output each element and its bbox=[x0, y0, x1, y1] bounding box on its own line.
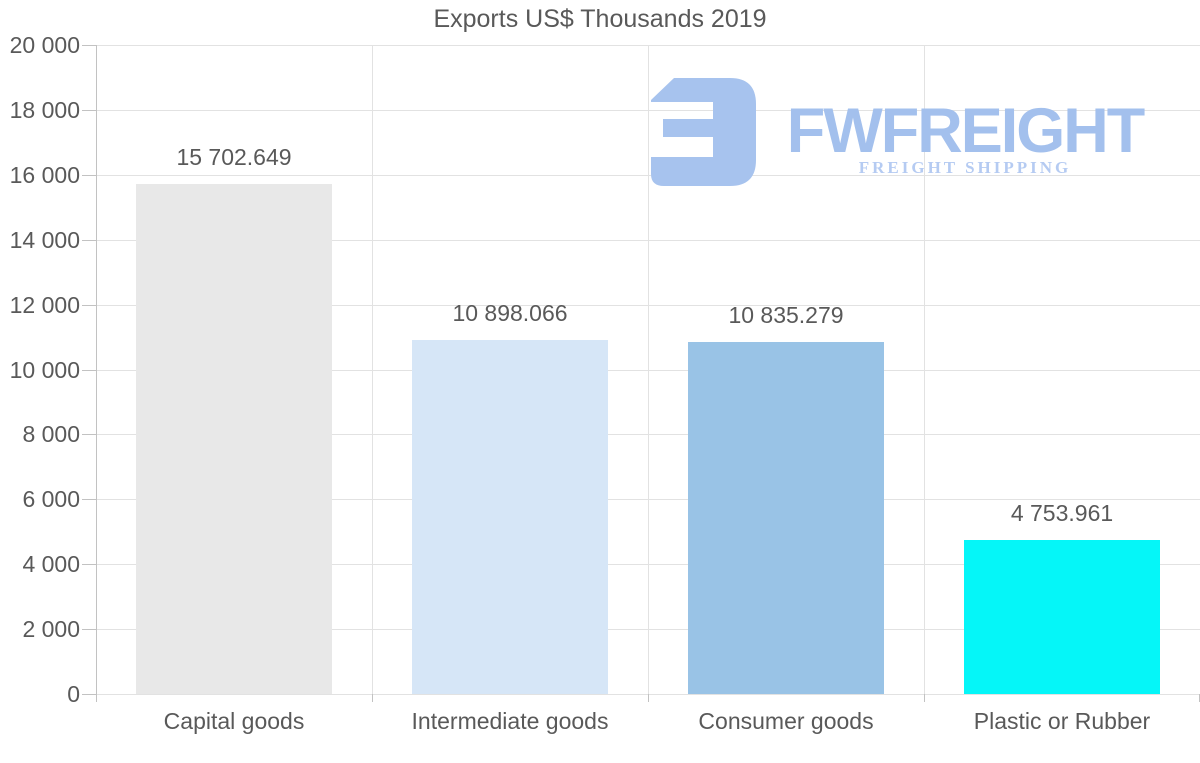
y-axis-tick bbox=[82, 564, 96, 566]
x-axis-label: Plastic or Rubber bbox=[973, 708, 1151, 734]
y-axis-tick bbox=[82, 109, 96, 111]
bar-value-label: 10 835.279 bbox=[728, 302, 844, 329]
x-axis-label: Intermediate goods bbox=[411, 708, 609, 734]
bar-value-label: 4 753.961 bbox=[1010, 499, 1114, 526]
x-axis-tick bbox=[372, 694, 373, 702]
watermark: FWFREIGHT FREIGHT SHIPPING bbox=[648, 70, 1158, 190]
watermark-tagline-text: FREIGHT SHIPPING bbox=[858, 158, 1072, 177]
y-tick-label: 0 bbox=[67, 681, 80, 707]
x-axis-label: Consumer goods bbox=[698, 708, 874, 734]
bar-value-label: 15 702.649 bbox=[176, 144, 292, 171]
y-tick-label: 20 000 bbox=[9, 32, 80, 58]
fwfreight-logo-icon bbox=[648, 72, 758, 193]
y-axis-line bbox=[96, 45, 97, 694]
y-tick-label: 6 000 bbox=[22, 486, 80, 513]
bar bbox=[688, 342, 884, 694]
column-separator bbox=[648, 45, 649, 694]
bar bbox=[964, 539, 1160, 694]
column-separator bbox=[924, 45, 925, 694]
y-axis-tick bbox=[82, 304, 96, 306]
y-tick-label: 16 000 bbox=[9, 161, 80, 188]
bar bbox=[136, 184, 332, 694]
y-tick-label: 8 000 bbox=[22, 421, 80, 448]
x-axis-label: Capital goods bbox=[163, 708, 305, 734]
y-tick-label: 2 000 bbox=[22, 616, 80, 643]
chart-title: Exports US$ Thousands 2019 bbox=[433, 5, 767, 33]
x-axis-tick bbox=[96, 694, 97, 702]
y-tick-label: 10 000 bbox=[9, 356, 80, 383]
y-tick-label: 12 000 bbox=[9, 291, 80, 318]
column-separator bbox=[372, 45, 373, 694]
y-tick-label: 14 000 bbox=[9, 226, 80, 253]
y-axis-tick bbox=[82, 694, 96, 695]
y-axis-tick bbox=[82, 434, 96, 436]
watermark-brand-text: FWFREIGHT bbox=[786, 96, 1145, 166]
y-axis-tick bbox=[82, 174, 96, 176]
y-axis-tick bbox=[82, 239, 96, 241]
y-tick-label: 18 000 bbox=[9, 96, 80, 123]
y-axis-tick bbox=[82, 369, 96, 371]
y-axis-tick bbox=[82, 629, 96, 631]
x-axis-tick bbox=[648, 694, 649, 702]
y-axis-tick bbox=[82, 45, 96, 46]
y-axis-tick bbox=[82, 499, 96, 501]
x-axis-tick bbox=[924, 694, 925, 702]
bar-value-label: 10 898.066 bbox=[452, 300, 568, 327]
y-tick-label: 4 000 bbox=[22, 551, 80, 578]
bar bbox=[412, 340, 608, 694]
